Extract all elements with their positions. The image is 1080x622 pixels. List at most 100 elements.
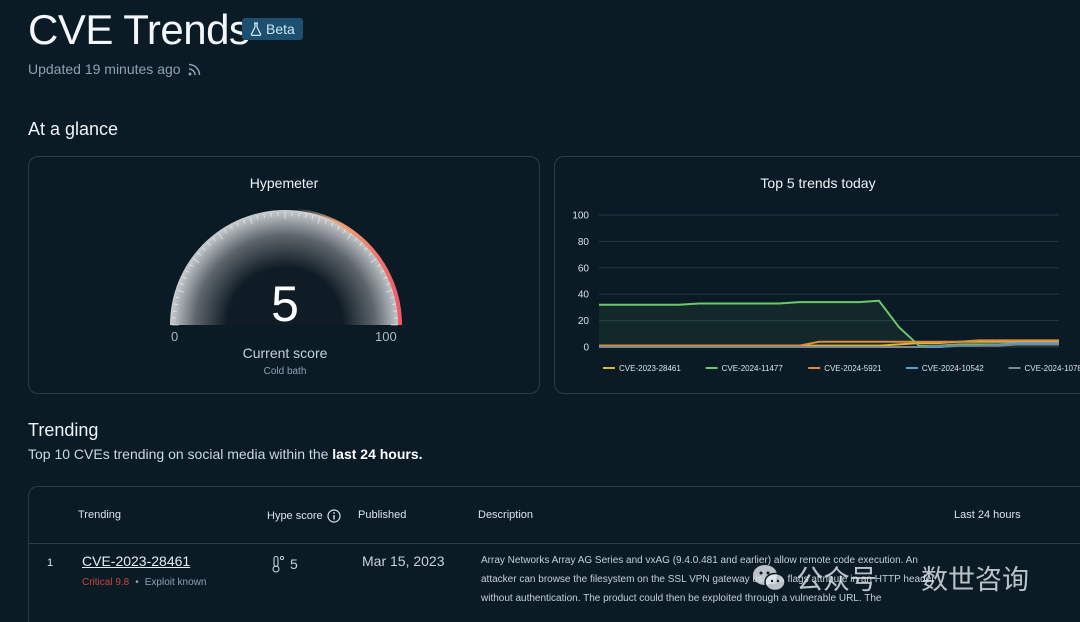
hypemeter-title: Hypemeter (249, 175, 319, 191)
gauge-tick (383, 276, 388, 280)
hypemeter-gauge (168, 208, 402, 326)
gauge-tick (354, 237, 358, 242)
gauge-tick (304, 213, 307, 219)
gauge-tick (249, 217, 253, 225)
row-rank: 1 (47, 557, 54, 569)
gauge-tick (368, 252, 373, 256)
series-line-cve-2024-11477 (599, 299, 1059, 347)
gauge-tick (207, 242, 211, 246)
y-tick-label: 100 (572, 211, 589, 222)
gauge-tick (391, 303, 397, 306)
exploit-status: Exploit known (144, 577, 207, 588)
y-tick-label: 60 (578, 263, 590, 274)
gauge-tick (185, 270, 190, 273)
gauge-tick (189, 264, 194, 268)
gauge-tick (337, 225, 340, 230)
score-status: Cold bath (263, 366, 307, 377)
trending-heading: Trending (28, 420, 99, 440)
col-hype-score[interactable]: Hype score (267, 509, 341, 523)
gauge-tick (311, 215, 314, 220)
gauge-tick (242, 219, 246, 224)
gauge-tick (386, 282, 391, 286)
table-header-divider (29, 543, 1080, 544)
updated-status: Updated 19 minutes ago (28, 61, 201, 77)
gauge-tick (359, 242, 363, 246)
gauge-tick (380, 270, 385, 273)
col-trending[interactable]: Trending (78, 509, 122, 521)
hype-score: 5 (290, 556, 298, 572)
gauge-tick (179, 282, 184, 286)
cve-link[interactable]: CVE-2023-28461 (82, 553, 191, 569)
wechat-icon (753, 564, 786, 591)
col-last-24-hours: Last 24 hours (954, 509, 1021, 521)
legend-label: CVE-2024-10542 (922, 364, 984, 373)
published-date: Mar 15, 2023 (362, 553, 445, 569)
series-area-cve-2024-11477 (599, 300, 1059, 347)
gauge-tick (385, 289, 393, 293)
y-tick-label: 0 (583, 343, 589, 354)
gauge-tick (370, 258, 377, 264)
current-score-label: Current score (242, 345, 328, 361)
col-hype-score-label: Hype score (267, 510, 323, 522)
gauge-tick (197, 252, 202, 256)
gauge-tick (390, 296, 395, 299)
updated-text: Updated 19 minutes ago (28, 61, 181, 77)
gauge-tick (342, 229, 346, 234)
thermometer-icon (272, 555, 285, 573)
y-tick-label: 40 (578, 290, 590, 301)
watermark-name: 数世咨询 (921, 565, 1029, 595)
series-line-cve-2024-5921 (599, 339, 1059, 347)
legend-label: CVE-2023-28461 (619, 364, 681, 373)
series-line-cve-2024-10781 (599, 343, 1059, 348)
gauge-tick (330, 222, 334, 227)
flask-icon (250, 22, 262, 36)
gauge-tick (212, 237, 216, 242)
col-description: Description (478, 509, 534, 521)
legend-label: CVE-2024-10781 (1025, 364, 1080, 373)
legend-label: CVE-2024-5921 (824, 364, 882, 373)
trending-table: Trending Hype score Published Descriptio… (28, 486, 1080, 622)
y-tick-label: 80 (578, 237, 590, 248)
gauge-tick (346, 233, 352, 240)
col-published[interactable]: Published (358, 509, 407, 521)
gauge-min-label: 0 (171, 329, 179, 344)
wechat-watermark: 公众号 数世咨询 (752, 558, 1029, 597)
trending-subtitle-bold: last 24 hours. (332, 446, 423, 462)
beta-label: Beta (266, 21, 295, 37)
severity-badge: Critical 9.8 (82, 577, 130, 588)
gauge-tick (202, 247, 206, 251)
page-title: CVE Trends (28, 6, 250, 53)
gauge-tick (224, 229, 228, 234)
gauge-tick (263, 213, 266, 219)
gauge-max-label: 100 (375, 329, 397, 344)
watermark-account: 公众号 (796, 565, 877, 595)
trending-subtitle-text: Top 10 CVEs trending on social media wit… (28, 446, 333, 462)
gauge-tick (172, 310, 177, 312)
gauge-tick (393, 310, 398, 312)
y-tick-label: 20 (578, 316, 590, 327)
at-a-glance-heading: At a glance (28, 119, 119, 139)
cve-description: Array Networks Array AG Series and vxAG … (481, 555, 935, 604)
gauge-tick (236, 222, 240, 227)
gauge-tick (270, 212, 272, 217)
hypemeter-card: Hypemeter 5 0 100 Current score Cold bat… (28, 156, 540, 394)
gauge-tick (230, 225, 233, 230)
top5-title: Top 5 trends today (760, 175, 876, 191)
gauge-tick (317, 217, 321, 225)
beta-badge: Beta (242, 18, 303, 40)
gauge-tick (175, 296, 180, 299)
gauge-tick (256, 215, 259, 220)
trending-subtitle: Top 10 CVEs trending on social media wit… (28, 446, 423, 462)
cve-meta: Critical 9.8 • Exploit known (82, 577, 206, 588)
info-icon[interactable] (327, 509, 341, 523)
rss-icon[interactable] (188, 63, 201, 76)
legend-label: CVE-2024-11477 (722, 364, 784, 373)
gauge-tick (364, 247, 368, 251)
gauge-tick (182, 276, 187, 280)
top5-line-chart: 100 80 60 40 20 0 CVE-2023-28461 CVE-2024-11477… (572, 211, 1080, 374)
gauge-tick (298, 212, 300, 217)
gauge-tick (376, 264, 381, 268)
cve-cell: CVE-2023-28461 Critical 9.8 • Exploit kn… (82, 553, 206, 588)
hype-score-value: 5 (271, 276, 299, 332)
gauge-tick (218, 233, 224, 240)
